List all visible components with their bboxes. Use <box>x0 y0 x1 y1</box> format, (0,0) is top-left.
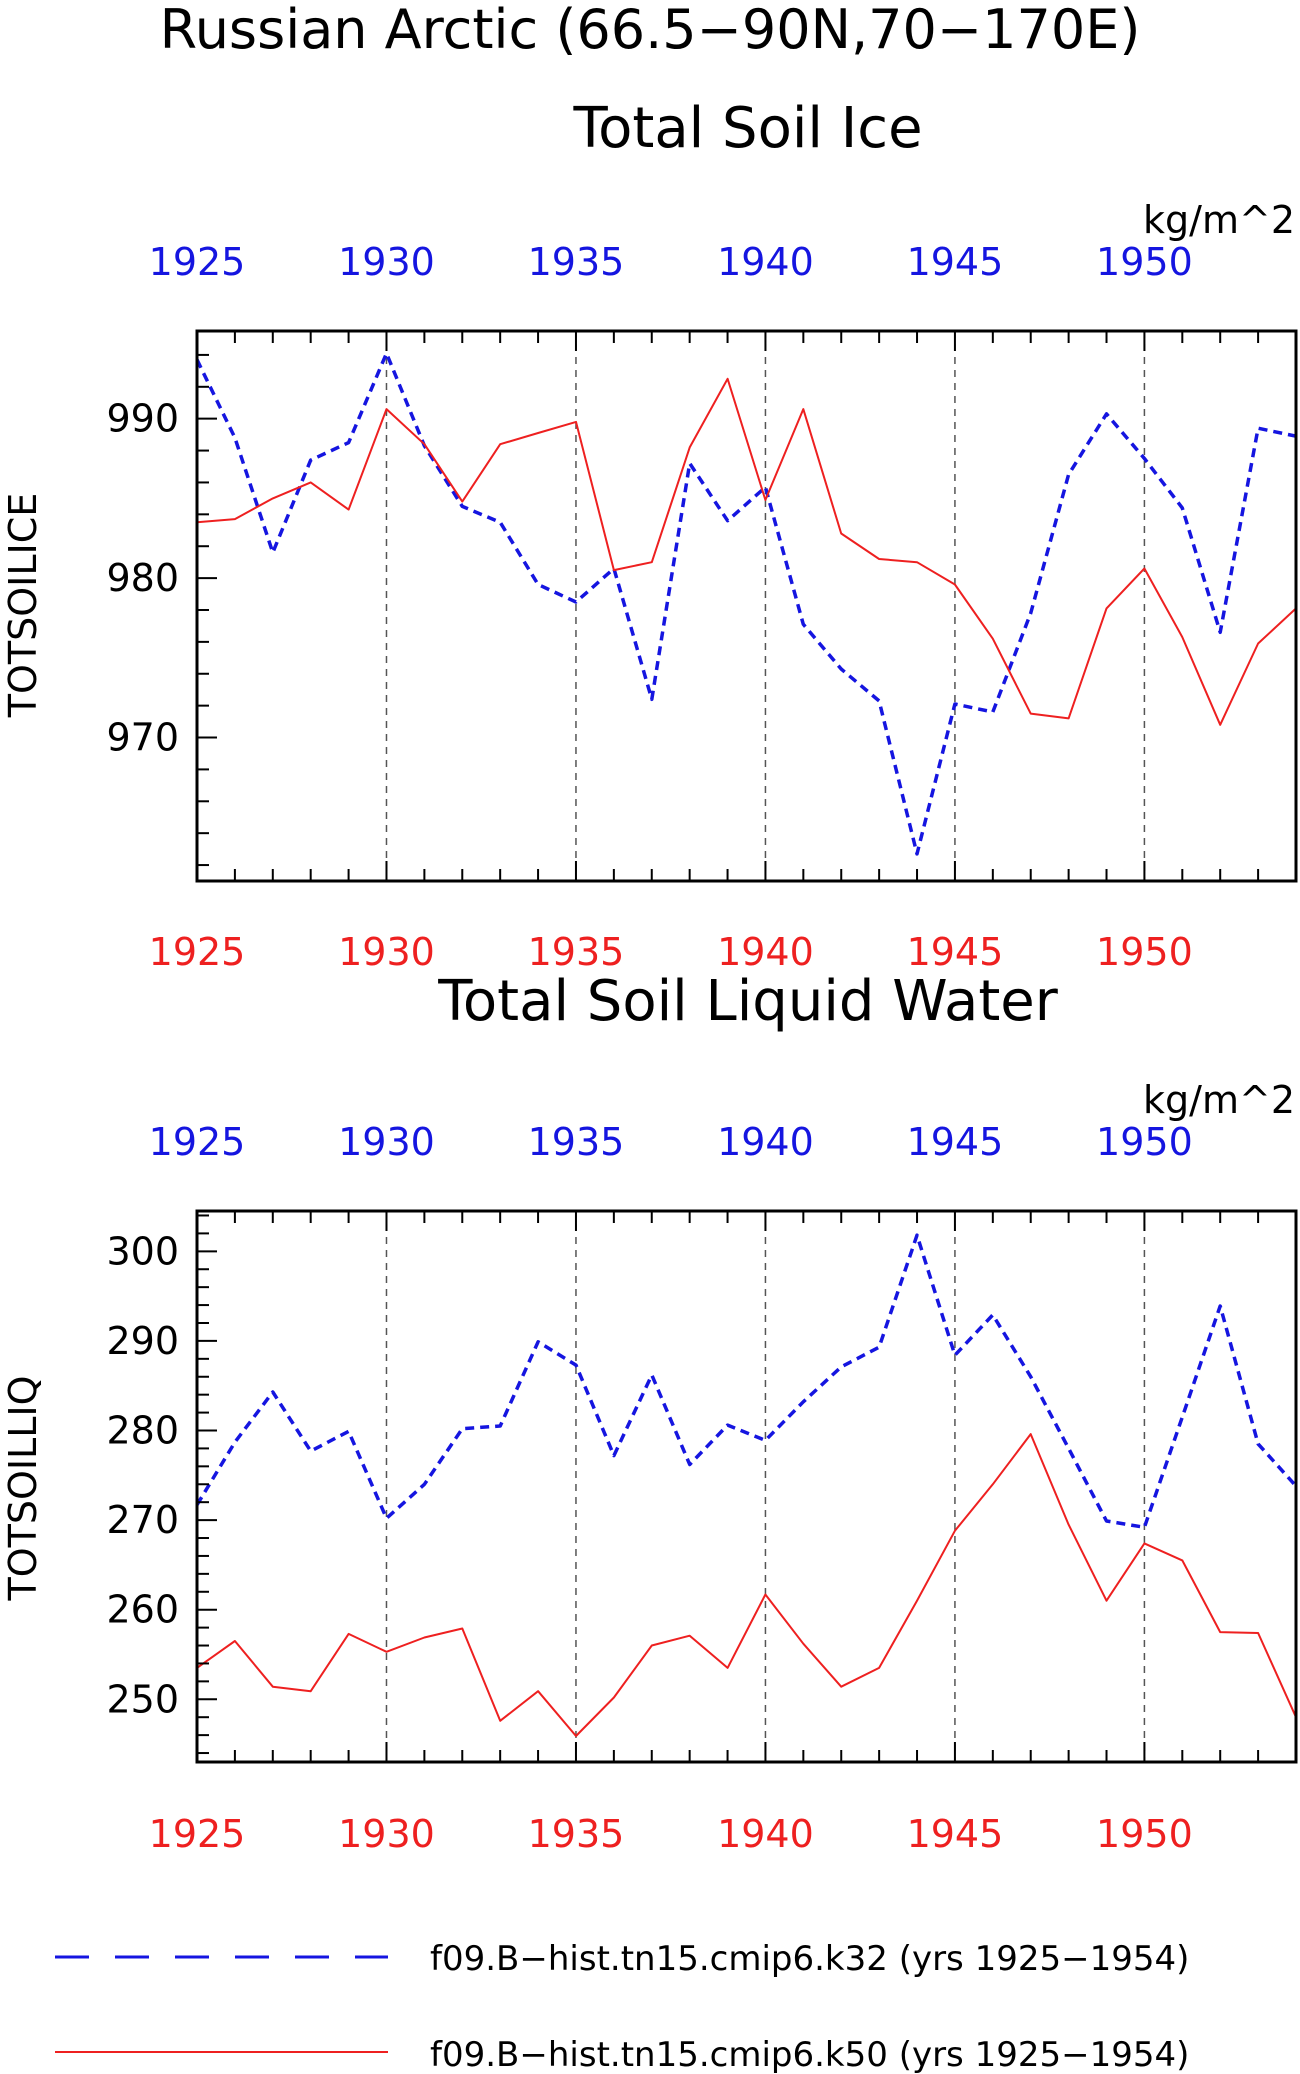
y-tick-label: 250 <box>106 1677 179 1721</box>
x-tick-label-top: 1945 <box>907 1120 1004 1164</box>
panel-title: Total Soil Liquid Water <box>437 969 1059 1034</box>
x-tick-label-bottom: 1930 <box>338 930 435 974</box>
series-line-k32 <box>197 351 1296 856</box>
series-line-k32 <box>197 1233 1296 1530</box>
y-tick-label: 970 <box>106 716 179 760</box>
figure-title: Russian Arctic (66.5−90N,70−170E) <box>160 0 1141 61</box>
y-tick-label: 260 <box>106 1588 179 1632</box>
legend: f09.B−hist.tn15.cmip6.k32 (yrs 1925−1954… <box>55 1939 1189 2074</box>
series-line-k50 <box>197 377 1296 726</box>
plot-frame <box>195 329 1298 883</box>
grid-lines <box>385 331 1146 881</box>
x-tick-label-bottom: 1925 <box>149 1812 246 1856</box>
x-tick-label-bottom: 1940 <box>717 1812 814 1856</box>
y-axis-label: TOTSOILLIQ <box>1 1375 45 1601</box>
x-tick-label-bottom: 1945 <box>907 1812 1004 1856</box>
x-tick-label-top: 1935 <box>528 1120 625 1164</box>
x-tick-label-top: 1935 <box>528 240 625 284</box>
x-tick-label-top: 1930 <box>338 240 435 284</box>
y-tick-label: 270 <box>106 1498 179 1542</box>
x-tick-label-top: 1945 <box>907 240 1004 284</box>
legend-label-k50: f09.B−hist.tn15.cmip6.k50 (yrs 1925−1954… <box>430 2035 1189 2074</box>
x-tick-label-bottom: 1940 <box>717 930 814 974</box>
ticks <box>196 331 1297 881</box>
units-label: kg/m^2 <box>1143 198 1295 242</box>
y-tick-label: 300 <box>106 1229 179 1273</box>
x-tick-label-top: 1925 <box>149 1120 246 1164</box>
legend-label-k32: f09.B−hist.tn15.cmip6.k32 (yrs 1925−1954… <box>430 1939 1189 1979</box>
x-tick-label-bottom: 1950 <box>1096 930 1193 974</box>
grid-lines <box>385 1211 1146 1762</box>
panel-title: Total Soil Ice <box>572 96 922 161</box>
series-line-k50 <box>197 1433 1296 1737</box>
x-tick-label-top: 1940 <box>717 240 814 284</box>
tick-labels: 1925 1925 1930 1930 1935 1935 1940 1940 1945 1945… <box>106 240 1192 974</box>
x-tick-label-top: 1950 <box>1096 1120 1193 1164</box>
x-tick-label-bottom: 1925 <box>149 930 246 974</box>
y-tick-label: 980 <box>106 556 179 600</box>
x-tick-label-bottom: 1945 <box>907 930 1004 974</box>
units-label: kg/m^2 <box>1143 1078 1295 1122</box>
x-tick-label-top: 1950 <box>1096 240 1193 284</box>
tick-labels: 1925 1925 1930 1930 1935 1935 1940 1940 1945 1945… <box>106 1120 1192 1856</box>
y-tick-label: 990 <box>106 397 179 441</box>
panel-soil-liquid: Total Soil Liquid Water kg/m^2 TOTSOILLI… <box>1 969 1298 1856</box>
x-tick-label-top: 1925 <box>149 240 246 284</box>
y-tick-label: 290 <box>106 1319 179 1363</box>
plot-frame <box>195 1209 1298 1764</box>
x-tick-label-bottom: 1950 <box>1096 1812 1193 1856</box>
x-tick-label-bottom: 1935 <box>528 930 625 974</box>
series-lines <box>197 351 1296 856</box>
ticks <box>196 1211 1297 1762</box>
x-tick-label-top: 1930 <box>338 1120 435 1164</box>
panel-soil-ice: Total Soil Ice kg/m^2 TOTSOILICE 1925192… <box>1 96 1298 974</box>
x-tick-label-top: 1940 <box>717 1120 814 1164</box>
y-tick-label: 280 <box>106 1409 179 1453</box>
x-tick-label-bottom: 1935 <box>528 1812 625 1856</box>
series-lines <box>197 1233 1296 1737</box>
y-axis-label: TOTSOILICE <box>1 493 45 719</box>
x-tick-label-bottom: 1930 <box>338 1812 435 1856</box>
